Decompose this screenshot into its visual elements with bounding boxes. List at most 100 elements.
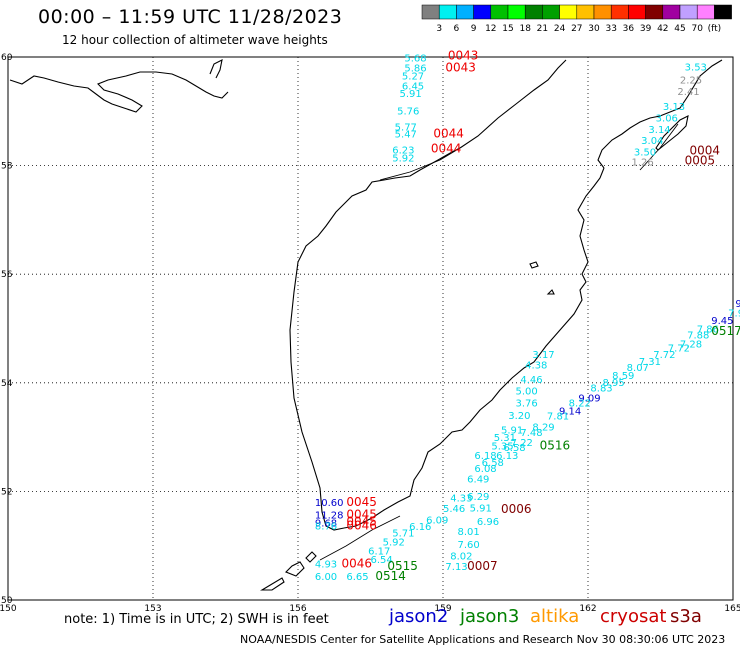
pass-time-label: 0045 <box>346 495 377 509</box>
wave-height-value: 5.47 <box>395 129 417 140</box>
wave-height-value: 7.48 <box>520 428 542 439</box>
wave-height-value: 5.91 <box>501 425 523 436</box>
kuril-island-2 <box>260 577 285 591</box>
wave-height-value: 5.71 <box>392 528 414 539</box>
footer-credit: NOAA/NESDIS Center for Satellite Applica… <box>240 633 726 646</box>
pass-time-label: 0517 <box>711 324 740 338</box>
legend-label: (ft) <box>708 24 722 34</box>
legend-label: 3 <box>436 24 442 34</box>
wave-height-value: 8.76 <box>315 521 337 532</box>
pass-time-label: 0516 <box>540 439 571 453</box>
pass-time-label: 0043 <box>448 49 479 63</box>
legend-swatch <box>645 4 664 20</box>
small-island-east <box>529 261 539 269</box>
pass-time-label: 0044 <box>431 142 462 156</box>
wave-height-value: 3.53 <box>685 63 707 74</box>
wave-height-value: 1.26 <box>632 158 654 169</box>
shelikhov-coast <box>459 59 567 149</box>
wave-height-value: 5.31 <box>494 433 516 444</box>
kuril-island-1 <box>285 561 305 577</box>
legend-swatch <box>490 4 509 20</box>
pass-time-label: 0514 <box>375 569 406 583</box>
wave-height-value: 8.95 <box>603 378 625 389</box>
wave-height-value: 4.33 <box>450 494 472 505</box>
wave-height-value: 4.46 <box>520 375 542 386</box>
color-legend-labels: 3 6 9 12 15 18 21 24 27 30 33 36 39 42 45 70 (ft) <box>436 24 721 34</box>
wave-height-value: 3.76 <box>516 399 538 410</box>
legend-label: 36 <box>623 24 635 34</box>
northern-coast-left <box>209 59 223 79</box>
wave-height-value: 8.29 <box>532 423 554 434</box>
pass-time-label: 0046 <box>346 518 377 532</box>
lon-tick-label: 156 <box>289 604 306 614</box>
lat-tick-label: 50 <box>1 596 13 606</box>
mission-jason2: jason2 <box>389 606 449 627</box>
wave-height-value: 5.46 <box>443 504 465 515</box>
wave-height-value: 5.92 <box>383 538 405 549</box>
legend-swatch <box>421 4 440 20</box>
legend-label: 18 <box>519 24 531 34</box>
map-frame <box>7 56 734 601</box>
legend-swatch <box>714 4 732 20</box>
wave-height-value: 6.29 <box>467 492 489 503</box>
wave-height-value: 5.27 <box>402 71 424 82</box>
satellite-tracks <box>319 123 679 561</box>
legend-swatch <box>696 4 715 20</box>
wave-height-value: 6.16 <box>409 522 431 533</box>
wave-height-value: 7.22 <box>511 438 533 449</box>
lat-tick-label: 56 <box>1 270 13 280</box>
mission-jason3: jason3 <box>460 606 520 627</box>
legend-label: 39 <box>640 24 652 34</box>
wave-height-value: 6.08 <box>474 464 496 475</box>
pass-time-label: 0005 <box>685 154 716 168</box>
legend-swatch <box>507 4 526 20</box>
wave-height-value: 2.41 <box>677 87 699 98</box>
wave-height-value: 2.25 <box>680 76 702 87</box>
mission-altika: altika <box>530 606 580 627</box>
pass-time-label: 0515 <box>387 559 418 573</box>
legend-swatch <box>559 4 578 20</box>
wave-height-value: 5.91 <box>400 89 422 100</box>
wave-height-value: 5.68 <box>404 53 426 64</box>
wave-height-value: 6.13 <box>496 451 518 462</box>
color-legend <box>421 4 732 20</box>
legend-label: 42 <box>657 24 668 34</box>
wave-height-value: 6.58 <box>503 443 525 454</box>
legend-swatch <box>473 4 492 20</box>
lon-tick-label: 150 <box>0 604 17 614</box>
wave-height-value: 3.14 <box>648 125 670 136</box>
page-title: 00:00 – 11:59 UTC 11/28/2023 <box>38 6 343 28</box>
wave-height-value: 7.98 <box>728 309 740 320</box>
footer-note: note: 1) Time is in UTC; 2) SWH is in fe… <box>64 612 329 627</box>
wave-height-value: 6.65 <box>346 572 368 583</box>
legend-label: 45 <box>674 24 685 34</box>
mission-s3a: s3a <box>670 606 702 627</box>
legend-label: 12 <box>485 24 496 34</box>
legend-swatch <box>438 4 457 20</box>
lon-tick-label: 162 <box>579 604 596 614</box>
legend-swatch <box>542 4 560 20</box>
wave-height-value: 7.28 <box>680 340 702 351</box>
wave-height-value: 5.76 <box>397 107 419 118</box>
legend-swatch <box>628 4 646 20</box>
pass-time-label: 0004 <box>690 144 721 158</box>
wave-height-value: 4.93 <box>315 559 337 570</box>
legend-swatch <box>679 4 698 20</box>
lon-tick-label: 159 <box>434 604 451 614</box>
axis-labels: 150 153 156 159 162 165 60 58 56 54 52 50 <box>0 53 740 614</box>
wave-height-value: 3.17 <box>532 350 554 361</box>
wave-height-value: 8.07 <box>627 363 649 374</box>
wave-height-value: 6.23 <box>392 146 414 157</box>
legend-swatch <box>593 4 612 20</box>
wave-height-value: 6.18 <box>474 451 496 462</box>
legend-label: 30 <box>588 24 600 34</box>
wave-height-value: 10.60 <box>315 498 344 509</box>
wave-height-value: 11.28 <box>315 511 344 522</box>
wave-height-value: 7.81 <box>547 412 569 423</box>
wave-height-value: 7.13 <box>445 562 467 573</box>
kuril-island-3 <box>305 551 317 563</box>
kamchatka-west-coast <box>289 147 461 531</box>
wave-height-value: 6.58 <box>482 458 504 469</box>
wave-height-value: 7.60 <box>458 540 480 551</box>
